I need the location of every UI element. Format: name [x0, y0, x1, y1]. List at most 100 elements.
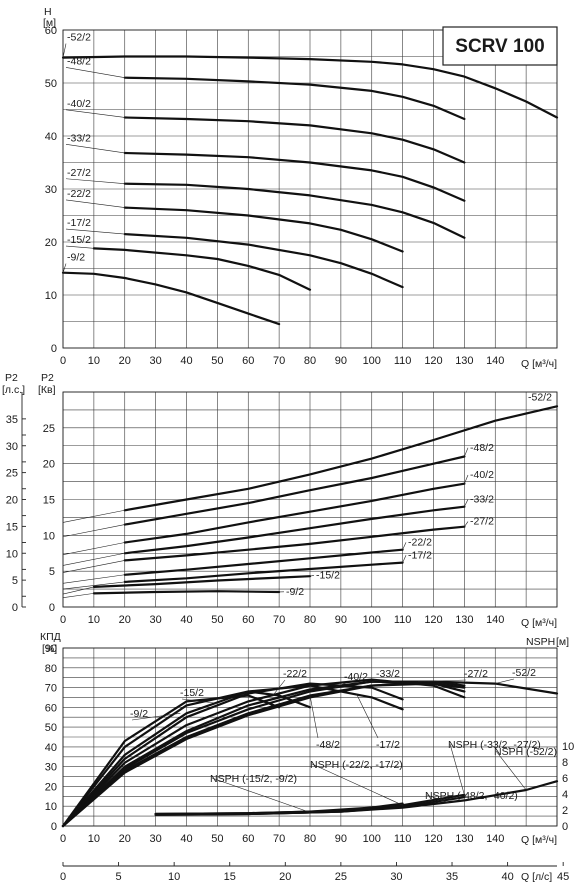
efficiency-x2-tick: 45 — [557, 871, 569, 883]
efficiency-y-tick: 80 — [45, 663, 57, 675]
head-x-tick: 100 — [363, 355, 381, 367]
head-y-tick: 0 — [51, 343, 57, 355]
efficiency-label-leader — [309, 695, 319, 739]
nsph-series-label: NSPH (-52/2) — [494, 746, 557, 758]
efficiency-x2-tick: 35 — [446, 871, 458, 883]
nsph-series-label: NSPH (-33/2, -27/2) — [448, 739, 541, 751]
power-x-tick: 140 — [486, 614, 504, 626]
power-x-tick: 40 — [180, 614, 192, 626]
efficiency-series-label: -27/2 — [464, 668, 488, 680]
power-x-tick: 90 — [335, 614, 347, 626]
head-x-tick: 70 — [273, 355, 285, 367]
power-curve--27-2 — [123, 525, 466, 562]
efficiency-label-leader — [418, 679, 467, 682]
efficiency-x-tick: 10 — [88, 833, 100, 845]
efficiency-x-tick: 90 — [335, 833, 347, 845]
efficiency-x-tick: 110 — [394, 833, 412, 845]
power-x-tick: 10 — [88, 614, 100, 626]
efficiency-x-tick: 50 — [211, 833, 223, 845]
efficiency-y-label: КПД — [40, 631, 61, 643]
power-y-label: P2 — [41, 372, 54, 384]
efficiency-x-tick: 120 — [424, 833, 442, 845]
head-series-label: -27/2 — [67, 167, 91, 179]
efficiency-series-label: -48/2 — [316, 739, 340, 751]
efficiency-x2-label: Q [л/с] — [521, 871, 552, 883]
head-y-unit: [м] — [43, 17, 56, 29]
efficiency-plot-frame — [62, 647, 558, 827]
nsph-y-tick: 2 — [562, 805, 568, 817]
power-label-leader — [464, 474, 469, 484]
efficiency-label-leader — [371, 679, 379, 682]
power-secondary-y-tick: 15 — [6, 521, 18, 533]
power-series-label: -40/2 — [470, 469, 494, 481]
head-curve--22-2 — [123, 206, 404, 253]
nsph-series-label: NSPH (-22/2, -17/2) — [310, 759, 403, 771]
power-series-label: -9/2 — [286, 586, 304, 598]
head-curve--52-2 — [61, 55, 559, 119]
head-x-tick: 10 — [88, 355, 100, 367]
power-secondary-y-tick: 25 — [6, 468, 18, 480]
nsph-series-label: NSPH (-15/2, -9/2) — [210, 773, 297, 785]
efficiency-x-tick: 80 — [304, 833, 316, 845]
head-x-tick: 0 — [60, 355, 66, 367]
head-series-label: -9/2 — [67, 252, 85, 264]
power-curve--9-2 — [92, 590, 281, 595]
efficiency-x-tick: 60 — [242, 833, 254, 845]
head-curve--9-2 — [61, 271, 281, 326]
nsph-y-label: NSPH — [526, 636, 555, 648]
head-tick-labels: 0 10 20 30 40 50 60 70 80 90 100 110 120 130 140 0 10 20 3… — [45, 25, 505, 367]
nsph-label-leader — [426, 794, 450, 804]
efficiency-x-label: Q [м³/ч] — [521, 834, 557, 846]
efficiency-x2-tick: 30 — [390, 871, 402, 883]
efficiency-x2-tick: 20 — [279, 871, 291, 883]
efficiency-grid — [62, 647, 558, 827]
head-plot-frame — [62, 29, 558, 349]
efficiency-series-label: -52/2 — [512, 667, 536, 679]
head-x-tick: 40 — [180, 355, 192, 367]
efficiency-x2-tick: 25 — [335, 871, 347, 883]
nsph-y-tick: 8 — [562, 757, 568, 769]
power-x-tick: 0 — [60, 614, 66, 626]
head-series-label: -17/2 — [67, 217, 91, 229]
nsph-y-tick: 10 — [562, 741, 574, 753]
power-label-leader — [464, 499, 469, 507]
efficiency-y-tick: 0 — [51, 821, 57, 833]
efficiency-series-label: -15/2 — [180, 687, 204, 699]
head-leader-line — [62, 43, 67, 58]
power-x-tick: 120 — [424, 614, 442, 626]
power-secondary-y-unit: [л.с.] — [2, 384, 25, 396]
power-curve--48-2 — [123, 455, 466, 526]
efficiency-y-tick: 90 — [45, 643, 57, 655]
power-leader-line — [62, 560, 125, 573]
power-x-tick: 130 — [455, 614, 473, 626]
power-label-leader — [309, 575, 315, 577]
head-x-label: Q [м³/ч] — [521, 358, 557, 370]
efficiency-x-tick: 30 — [150, 833, 162, 845]
power-y-tick: 5 — [49, 566, 55, 578]
head-y-tick: 60 — [45, 25, 57, 37]
head-x-tick: 130 — [455, 355, 473, 367]
power-plot-frame — [62, 391, 558, 608]
power-series-label: -15/2 — [316, 569, 340, 581]
efficiency-x2-tick: 15 — [224, 871, 236, 883]
power-x-tick: 80 — [304, 614, 316, 626]
efficiency-label-leader — [495, 678, 515, 684]
head-curve--40-2 — [123, 116, 466, 164]
head-leader-line — [65, 178, 125, 184]
nsph-y-tick: 4 — [562, 789, 568, 801]
efficiency-chart: 0 10 20 30 40 50 60 70 80 90 100 110 120 130 140010203… — [40, 631, 574, 883]
head-series-label: -22/2 — [67, 188, 91, 200]
efficiency-y-tick: 60 — [45, 702, 57, 714]
head-x-tick: 90 — [335, 355, 347, 367]
head-x-tick: 120 — [424, 355, 442, 367]
efficiency-y-unit: [%] — [42, 643, 57, 655]
efficiency-label-leader — [272, 679, 286, 696]
efficiency-series-label: -9/2 — [130, 708, 148, 720]
efficiency-x2-tick: 40 — [501, 871, 513, 883]
power-x-label: Q [м³/ч] — [521, 617, 557, 629]
head-leader-line — [65, 228, 125, 235]
power-curve--17-2 — [123, 561, 404, 583]
efficiency-x-tick: 0 — [60, 833, 66, 845]
efficiency-label-leader — [334, 682, 347, 688]
power-x-tick: 110 — [394, 614, 412, 626]
